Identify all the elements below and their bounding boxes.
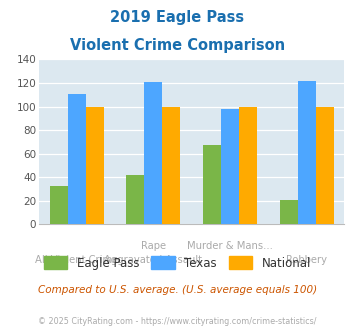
Legend: Eagle Pass, Texas, National: Eagle Pass, Texas, National — [39, 252, 316, 275]
Bar — [163, 107, 180, 224]
Text: Aggravated Assault: Aggravated Assault — [104, 255, 202, 265]
Text: Compared to U.S. average. (U.S. average equals 100): Compared to U.S. average. (U.S. average … — [38, 285, 317, 295]
Text: Robbery: Robbery — [286, 255, 327, 265]
Text: © 2025 CityRating.com - https://www.cityrating.com/crime-statistics/: © 2025 CityRating.com - https://www.city… — [38, 317, 317, 326]
Bar — [279, 200, 297, 224]
Bar — [50, 185, 68, 224]
Text: All Violent Crime: All Violent Crime — [35, 255, 119, 265]
Text: 2019 Eagle Pass: 2019 Eagle Pass — [110, 10, 245, 25]
Bar — [221, 109, 239, 224]
Bar — [126, 175, 144, 224]
Bar — [297, 81, 316, 224]
Bar — [239, 107, 257, 224]
Text: Murder & Mans...: Murder & Mans... — [187, 241, 273, 251]
Bar — [203, 146, 221, 224]
Bar — [86, 107, 104, 224]
Bar — [144, 82, 163, 224]
Bar — [68, 94, 86, 224]
Bar — [316, 107, 334, 224]
Text: Rape: Rape — [141, 241, 166, 251]
Text: Violent Crime Comparison: Violent Crime Comparison — [70, 38, 285, 53]
